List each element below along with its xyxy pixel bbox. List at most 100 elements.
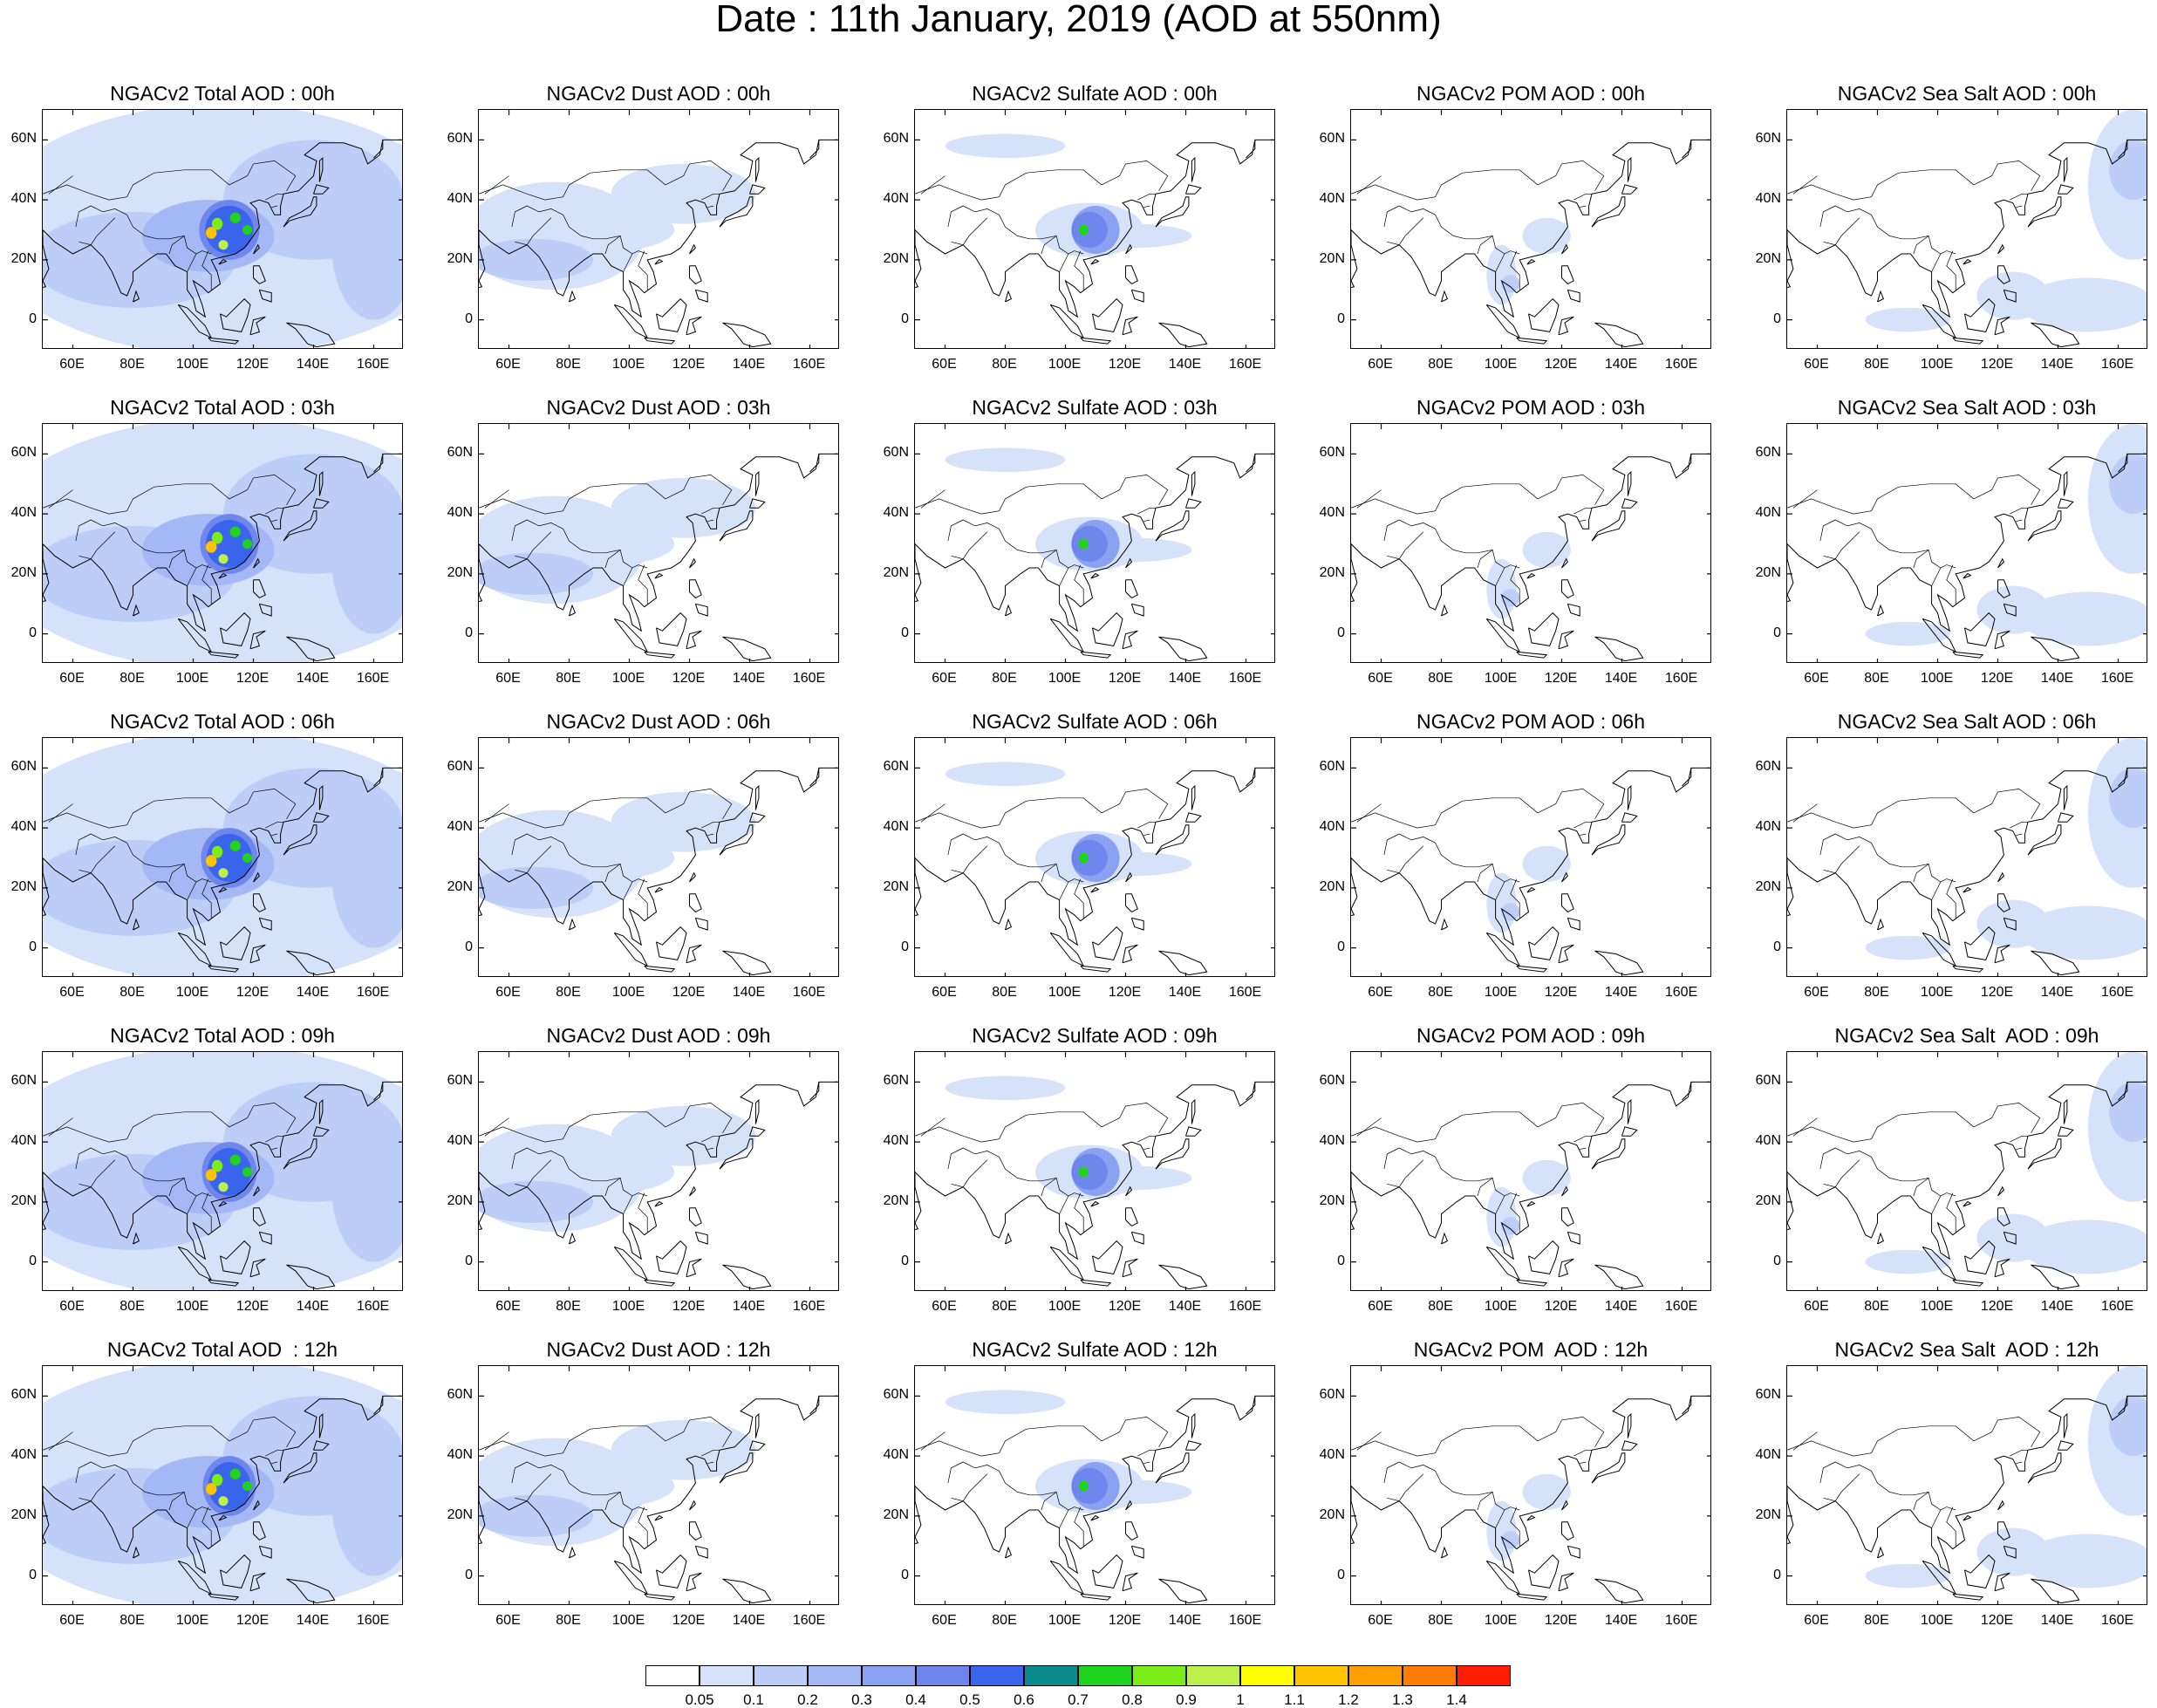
- coastline: [1005, 1232, 1013, 1245]
- country-border: [1143, 1147, 1150, 1151]
- coastline: [1049, 932, 1085, 967]
- panel-title-sulfate-00h: NGACv2 Sulfate AOD : 00h: [972, 82, 1218, 105]
- country-border: [604, 1492, 621, 1511]
- map-panel-pom-12h: [1350, 1365, 1711, 1605]
- coastline: [1122, 1258, 1138, 1278]
- lon-label: 140E: [1168, 1613, 1202, 1628]
- map-panel-dust-00h: [478, 109, 839, 349]
- map-canvas: [1787, 1366, 2147, 1604]
- lon-label: 120E: [1980, 1613, 2014, 1628]
- coastline: [1516, 1593, 1548, 1601]
- country-border: [1041, 236, 1057, 255]
- country-border: [1787, 475, 2041, 515]
- country-border: [1931, 253, 1942, 272]
- coastline: [1528, 611, 1560, 646]
- country-border: [1913, 1492, 1929, 1511]
- lat-label: 0: [901, 311, 909, 326]
- coastline: [1090, 258, 1100, 265]
- coastline: [1441, 290, 1449, 303]
- coastline: [318, 1098, 324, 1124]
- coastline: [133, 1232, 140, 1245]
- map-canvas: [43, 1052, 402, 1290]
- panel-title-total-09h: NGACv2 Total AOD : 09h: [110, 1024, 335, 1047]
- coastline: [644, 337, 676, 345]
- map-canvas: [1787, 110, 2147, 348]
- lat-label: 20N: [883, 250, 909, 266]
- coastline: [208, 1279, 240, 1287]
- country-border: [43, 1417, 297, 1457]
- colorbar-swatch: [970, 1665, 1024, 1686]
- lat-label: 40N: [447, 819, 473, 835]
- country-border: [920, 489, 945, 509]
- colorbar-label: 0.05: [685, 1691, 714, 1708]
- coastline: [313, 1126, 330, 1137]
- coastline: [1877, 1232, 1885, 1245]
- lon-label: 120E: [1108, 1299, 1142, 1314]
- country-border: [271, 1461, 278, 1465]
- country-border: [515, 531, 552, 560]
- country-border: [604, 864, 621, 883]
- aod-shading: [1486, 872, 1517, 933]
- colorbar-swatch: [645, 1665, 700, 1686]
- coastline: [2118, 1082, 2128, 1101]
- aod-shading: [205, 227, 217, 239]
- coastline: [373, 454, 384, 473]
- lon-label: 80E: [992, 671, 1017, 686]
- lon-label: 60E: [1368, 1613, 1393, 1628]
- lon-label: 160E: [356, 1299, 390, 1314]
- lat-label: 40N: [883, 1133, 909, 1149]
- aod-shading: [1501, 903, 1520, 921]
- coastline: [1092, 1240, 1123, 1274]
- lat-label: 0: [29, 1567, 37, 1582]
- country-border: [201, 1506, 212, 1547]
- aod-shading: [945, 447, 1066, 472]
- aod-shading: [1071, 839, 1108, 877]
- coastline: [722, 1264, 772, 1290]
- coastline: [1090, 1514, 1100, 1521]
- coastline: [1351, 139, 1710, 318]
- aod-shading: [211, 1473, 223, 1486]
- country-border: [78, 531, 116, 560]
- country-border: [1477, 864, 1493, 883]
- coastline: [1526, 1200, 1536, 1207]
- map-panel-dust-06h: [478, 737, 839, 977]
- coastline: [1185, 184, 1202, 195]
- coastline: [2003, 1545, 2017, 1559]
- country-border: [1356, 803, 1382, 823]
- lat-label: 40N: [1319, 819, 1345, 835]
- coastline: [613, 618, 649, 653]
- coastline: [318, 784, 324, 810]
- coastline: [686, 1258, 702, 1278]
- lon-label: 120E: [672, 985, 706, 1000]
- aod-shading: [611, 1419, 756, 1480]
- coastline: [1485, 932, 1521, 967]
- lat-label: 60N: [1755, 445, 1781, 461]
- country-border: [479, 475, 733, 515]
- coastline: [569, 1232, 577, 1245]
- coastline: [1246, 768, 1256, 787]
- coastline: [1005, 918, 1013, 931]
- lon-label: 160E: [356, 357, 390, 372]
- aod-shading: [1078, 538, 1089, 550]
- map-canvas: [479, 1052, 838, 1290]
- country-border: [638, 878, 648, 919]
- coastline: [656, 297, 687, 332]
- map-canvas: [1787, 1052, 2147, 1290]
- country-border: [1041, 1178, 1057, 1197]
- country-border: [1477, 236, 1493, 255]
- coastline: [644, 965, 676, 973]
- aod-shading: [945, 762, 1066, 786]
- country-border: [78, 845, 116, 874]
- country-border: [1143, 1461, 1150, 1465]
- coastline: [133, 290, 140, 303]
- coastline: [1441, 918, 1449, 931]
- coastline: [749, 498, 766, 509]
- coastline: [286, 322, 336, 348]
- lon-label: 60E: [1804, 985, 1829, 1000]
- lat-label: 20N: [447, 564, 473, 580]
- lon-label: 160E: [1664, 985, 1698, 1000]
- country-border: [48, 1431, 73, 1451]
- coastline: [2031, 1264, 2080, 1290]
- coastline: [1092, 297, 1123, 332]
- country-border: [1823, 217, 1860, 246]
